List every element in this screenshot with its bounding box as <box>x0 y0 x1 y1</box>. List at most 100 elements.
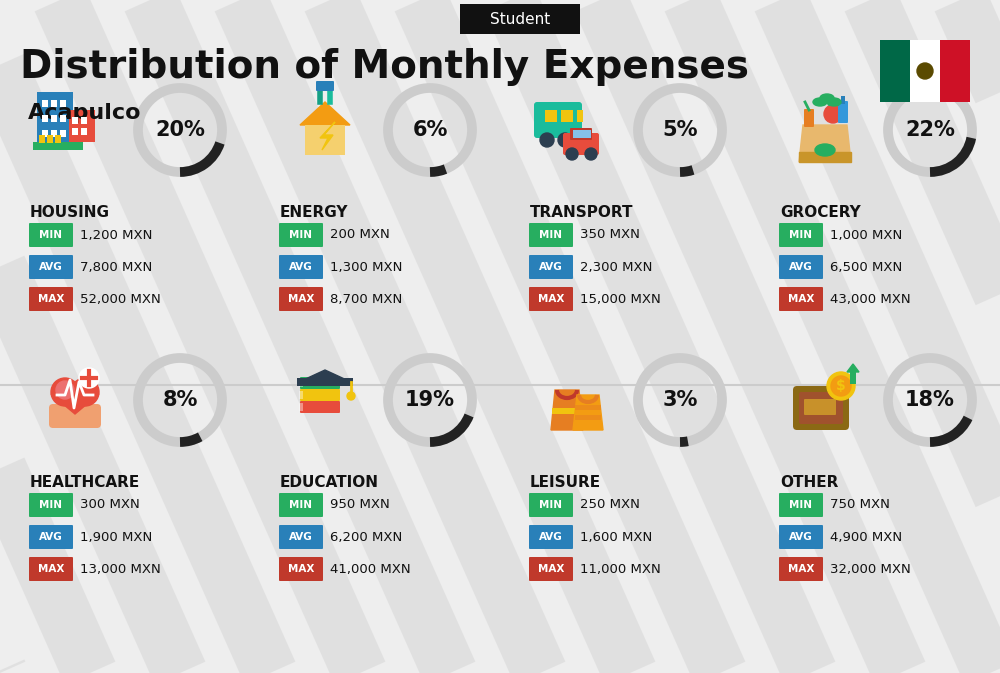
Text: 950 MXN: 950 MXN <box>330 499 390 511</box>
FancyBboxPatch shape <box>29 525 73 549</box>
FancyBboxPatch shape <box>300 389 340 401</box>
Circle shape <box>540 133 554 147</box>
Text: 4,900 MXN: 4,900 MXN <box>830 530 902 544</box>
FancyBboxPatch shape <box>804 399 836 415</box>
Text: 3%: 3% <box>662 390 698 410</box>
Text: $: $ <box>836 379 846 393</box>
FancyBboxPatch shape <box>29 493 73 517</box>
Text: 1,900 MXN: 1,900 MXN <box>80 530 152 544</box>
FancyBboxPatch shape <box>72 117 78 124</box>
Text: AVG: AVG <box>789 532 813 542</box>
Text: AVG: AVG <box>289 262 313 272</box>
FancyBboxPatch shape <box>529 255 573 279</box>
Text: Student: Student <box>490 11 550 26</box>
FancyBboxPatch shape <box>299 391 303 399</box>
FancyBboxPatch shape <box>799 392 843 424</box>
Text: GROCERY: GROCERY <box>780 205 861 220</box>
Text: MAX: MAX <box>538 294 564 304</box>
Text: 1,600 MXN: 1,600 MXN <box>580 530 652 544</box>
FancyBboxPatch shape <box>552 408 578 414</box>
FancyBboxPatch shape <box>29 287 73 311</box>
FancyBboxPatch shape <box>850 372 856 384</box>
FancyBboxPatch shape <box>279 493 323 517</box>
FancyBboxPatch shape <box>570 128 592 140</box>
Text: 200 MXN: 200 MXN <box>330 229 390 242</box>
Text: 6,200 MXN: 6,200 MXN <box>330 530 402 544</box>
Text: AVG: AVG <box>789 262 813 272</box>
Text: 32,000 MXN: 32,000 MXN <box>830 563 911 575</box>
FancyBboxPatch shape <box>793 386 849 430</box>
FancyBboxPatch shape <box>55 135 61 143</box>
Circle shape <box>827 372 855 400</box>
FancyBboxPatch shape <box>49 404 101 428</box>
FancyBboxPatch shape <box>29 557 73 581</box>
Text: 8%: 8% <box>162 390 198 410</box>
Text: 1,000 MXN: 1,000 MXN <box>830 229 902 242</box>
FancyBboxPatch shape <box>561 110 573 122</box>
Text: 750 MXN: 750 MXN <box>830 499 890 511</box>
Text: MIN: MIN <box>540 500 562 510</box>
Polygon shape <box>573 395 603 430</box>
Text: 11,000 MXN: 11,000 MXN <box>580 563 661 575</box>
Circle shape <box>558 133 572 147</box>
Ellipse shape <box>813 98 827 106</box>
Text: MIN: MIN <box>790 230 812 240</box>
FancyBboxPatch shape <box>529 557 573 581</box>
FancyBboxPatch shape <box>81 128 87 135</box>
Text: AVG: AVG <box>289 532 313 542</box>
Ellipse shape <box>820 94 834 102</box>
FancyBboxPatch shape <box>60 130 66 137</box>
FancyBboxPatch shape <box>779 255 823 279</box>
FancyBboxPatch shape <box>779 223 823 247</box>
Text: 350 MXN: 350 MXN <box>580 229 640 242</box>
FancyBboxPatch shape <box>575 415 601 420</box>
Text: 300 MXN: 300 MXN <box>80 499 140 511</box>
FancyBboxPatch shape <box>42 115 48 122</box>
Text: MIN: MIN <box>790 500 812 510</box>
Text: 6%: 6% <box>412 120 448 140</box>
FancyBboxPatch shape <box>279 557 323 581</box>
Ellipse shape <box>827 98 841 106</box>
Text: Distribution of Monthly Expenses: Distribution of Monthly Expenses <box>20 48 749 86</box>
Text: MAX: MAX <box>288 294 314 304</box>
FancyBboxPatch shape <box>529 223 573 247</box>
FancyBboxPatch shape <box>910 40 940 102</box>
FancyBboxPatch shape <box>534 102 582 138</box>
Text: MAX: MAX <box>788 564 814 574</box>
Text: AVG: AVG <box>539 532 563 542</box>
FancyBboxPatch shape <box>529 287 573 311</box>
FancyBboxPatch shape <box>69 110 95 142</box>
FancyBboxPatch shape <box>42 130 48 137</box>
FancyBboxPatch shape <box>72 128 78 135</box>
FancyBboxPatch shape <box>51 100 57 107</box>
Text: MIN: MIN <box>290 500 312 510</box>
FancyBboxPatch shape <box>29 255 73 279</box>
Text: 6,500 MXN: 6,500 MXN <box>830 260 902 273</box>
FancyBboxPatch shape <box>60 100 66 107</box>
Text: 41,000 MXN: 41,000 MXN <box>330 563 411 575</box>
FancyBboxPatch shape <box>33 142 83 150</box>
FancyBboxPatch shape <box>880 40 910 102</box>
Text: OTHER: OTHER <box>780 475 838 490</box>
Text: LEISURE: LEISURE <box>530 475 601 490</box>
Text: MIN: MIN <box>540 230 562 240</box>
FancyBboxPatch shape <box>37 92 73 142</box>
Text: AVG: AVG <box>39 532 63 542</box>
FancyBboxPatch shape <box>305 125 345 155</box>
Text: MAX: MAX <box>38 564 64 574</box>
Circle shape <box>56 381 74 399</box>
Text: 20%: 20% <box>155 120 205 140</box>
Polygon shape <box>799 152 851 162</box>
Text: 19%: 19% <box>405 390 455 410</box>
Circle shape <box>566 148 578 160</box>
Text: 18%: 18% <box>905 390 955 410</box>
FancyBboxPatch shape <box>51 115 57 122</box>
FancyBboxPatch shape <box>60 115 66 122</box>
Text: TRANSPORT: TRANSPORT <box>530 205 634 220</box>
FancyBboxPatch shape <box>279 255 323 279</box>
FancyBboxPatch shape <box>779 493 823 517</box>
FancyBboxPatch shape <box>573 129 591 137</box>
Text: MAX: MAX <box>38 294 64 304</box>
Text: 8,700 MXN: 8,700 MXN <box>330 293 402 306</box>
Polygon shape <box>799 125 851 162</box>
